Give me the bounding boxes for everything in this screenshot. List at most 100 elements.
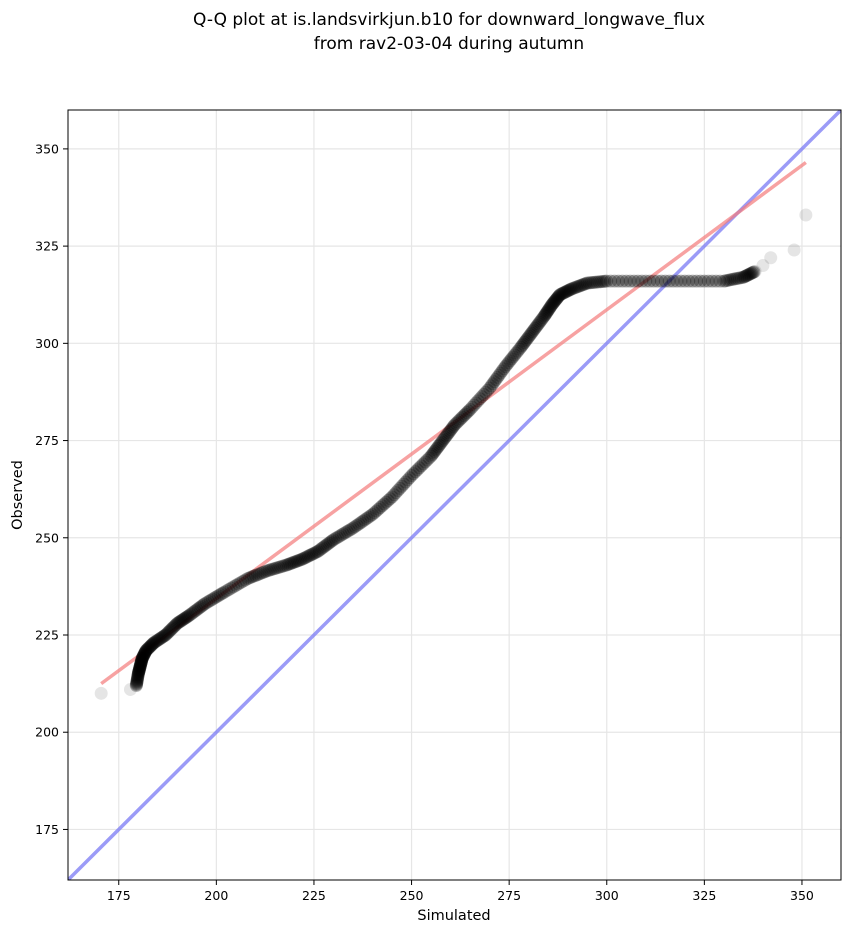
data-point-173 bbox=[348, 520, 362, 534]
data-point-383 bbox=[738, 270, 752, 284]
data-point-298 bbox=[542, 302, 556, 316]
data-point-188 bbox=[377, 497, 391, 511]
data-point-110 bbox=[236, 574, 250, 588]
data-point-246 bbox=[471, 394, 485, 408]
data-point-341 bbox=[598, 274, 612, 288]
data-point-9 bbox=[131, 670, 145, 684]
data-point-78 bbox=[177, 612, 191, 626]
data-point-287 bbox=[531, 317, 545, 331]
data-point-244 bbox=[467, 398, 481, 412]
data-point-335 bbox=[586, 275, 600, 289]
data-point-288 bbox=[533, 315, 547, 329]
data-point-202 bbox=[405, 469, 419, 483]
data-point-14 bbox=[132, 665, 146, 679]
y-axis-label: Observed bbox=[10, 460, 26, 530]
data-point-15 bbox=[132, 665, 146, 679]
data-point-236 bbox=[454, 412, 468, 426]
x-tick-label-4: 275 bbox=[497, 888, 521, 903]
data-point-169 bbox=[340, 525, 354, 539]
data-point-396 bbox=[799, 208, 813, 222]
data-point-38 bbox=[138, 647, 152, 661]
data-point-258 bbox=[492, 368, 506, 382]
data-point-301 bbox=[544, 299, 558, 313]
data-point-168 bbox=[338, 526, 352, 540]
data-point-195 bbox=[391, 484, 405, 498]
data-point-167 bbox=[336, 527, 350, 541]
data-point-346 bbox=[615, 274, 629, 288]
data-point-299 bbox=[543, 301, 557, 315]
data-point-200 bbox=[401, 473, 415, 487]
data-point-278 bbox=[521, 331, 535, 345]
data-point-72 bbox=[170, 616, 184, 630]
data-point-225 bbox=[439, 429, 453, 443]
data-point-221 bbox=[435, 435, 449, 449]
data-point-62 bbox=[159, 628, 173, 642]
data-point-160 bbox=[323, 535, 337, 549]
data-point-64 bbox=[161, 626, 175, 640]
data-point-227 bbox=[442, 426, 456, 440]
data-point-134 bbox=[283, 557, 297, 571]
data-point-142 bbox=[295, 552, 309, 566]
data-point-385 bbox=[740, 268, 754, 282]
data-point-389 bbox=[745, 266, 759, 280]
data-point-265 bbox=[503, 354, 517, 368]
data-point-106 bbox=[227, 580, 241, 594]
data-point-196 bbox=[393, 481, 407, 495]
data-point-71 bbox=[169, 618, 183, 631]
data-point-26 bbox=[134, 656, 148, 670]
data-point-296 bbox=[540, 304, 554, 318]
data-point-127 bbox=[270, 561, 284, 575]
y-tick-label-7: 350 bbox=[35, 141, 59, 156]
data-point-88 bbox=[191, 602, 205, 616]
y-tick-label-0: 175 bbox=[35, 822, 59, 837]
data-point-219 bbox=[432, 438, 446, 452]
data-point-67 bbox=[164, 622, 178, 636]
x-tick-label-3: 250 bbox=[400, 888, 424, 903]
data-point-240 bbox=[460, 406, 474, 420]
data-point-77 bbox=[176, 612, 190, 626]
data-point-387 bbox=[742, 267, 756, 281]
data-point-250 bbox=[479, 385, 493, 399]
data-point-179 bbox=[360, 512, 374, 526]
data-point-120 bbox=[256, 565, 270, 579]
data-point-96 bbox=[205, 592, 219, 606]
data-point-331 bbox=[579, 277, 593, 291]
data-point-98 bbox=[209, 590, 223, 604]
data-point-7 bbox=[130, 673, 144, 687]
data-point-42 bbox=[139, 644, 153, 658]
data-point-198 bbox=[397, 477, 411, 491]
data-point-174 bbox=[350, 518, 364, 532]
data-point-292 bbox=[537, 309, 551, 323]
data-point-186 bbox=[373, 500, 387, 514]
data-point-310 bbox=[551, 290, 565, 304]
data-point-393 bbox=[756, 259, 770, 273]
data-point-93 bbox=[200, 596, 214, 610]
data-point-211 bbox=[422, 451, 436, 465]
data-point-105 bbox=[224, 581, 238, 595]
data-point-286 bbox=[530, 318, 544, 332]
data-point-376 bbox=[725, 273, 739, 287]
data-point-363 bbox=[682, 274, 696, 288]
data-point-366 bbox=[693, 274, 707, 288]
data-point-326 bbox=[571, 280, 585, 294]
data-point-316 bbox=[558, 285, 572, 299]
data-point-49 bbox=[145, 638, 159, 652]
data-point-212 bbox=[424, 449, 438, 463]
data-point-43 bbox=[140, 643, 154, 657]
data-point-135 bbox=[284, 556, 298, 570]
data-point-394 bbox=[764, 251, 778, 265]
data-point-54 bbox=[149, 634, 163, 648]
data-point-3 bbox=[130, 677, 144, 691]
data-point-139 bbox=[291, 554, 305, 568]
data-point-91 bbox=[196, 598, 210, 612]
data-point-130 bbox=[276, 559, 290, 573]
data-point-361 bbox=[674, 274, 688, 288]
data-point-267 bbox=[506, 350, 520, 364]
data-point-0 bbox=[94, 686, 108, 700]
data-point-384 bbox=[739, 269, 753, 283]
data-point-259 bbox=[494, 366, 508, 380]
data-point-153 bbox=[312, 543, 326, 557]
data-point-85 bbox=[187, 605, 201, 619]
y-tick-label-1: 200 bbox=[35, 725, 59, 740]
data-point-370 bbox=[709, 274, 723, 288]
